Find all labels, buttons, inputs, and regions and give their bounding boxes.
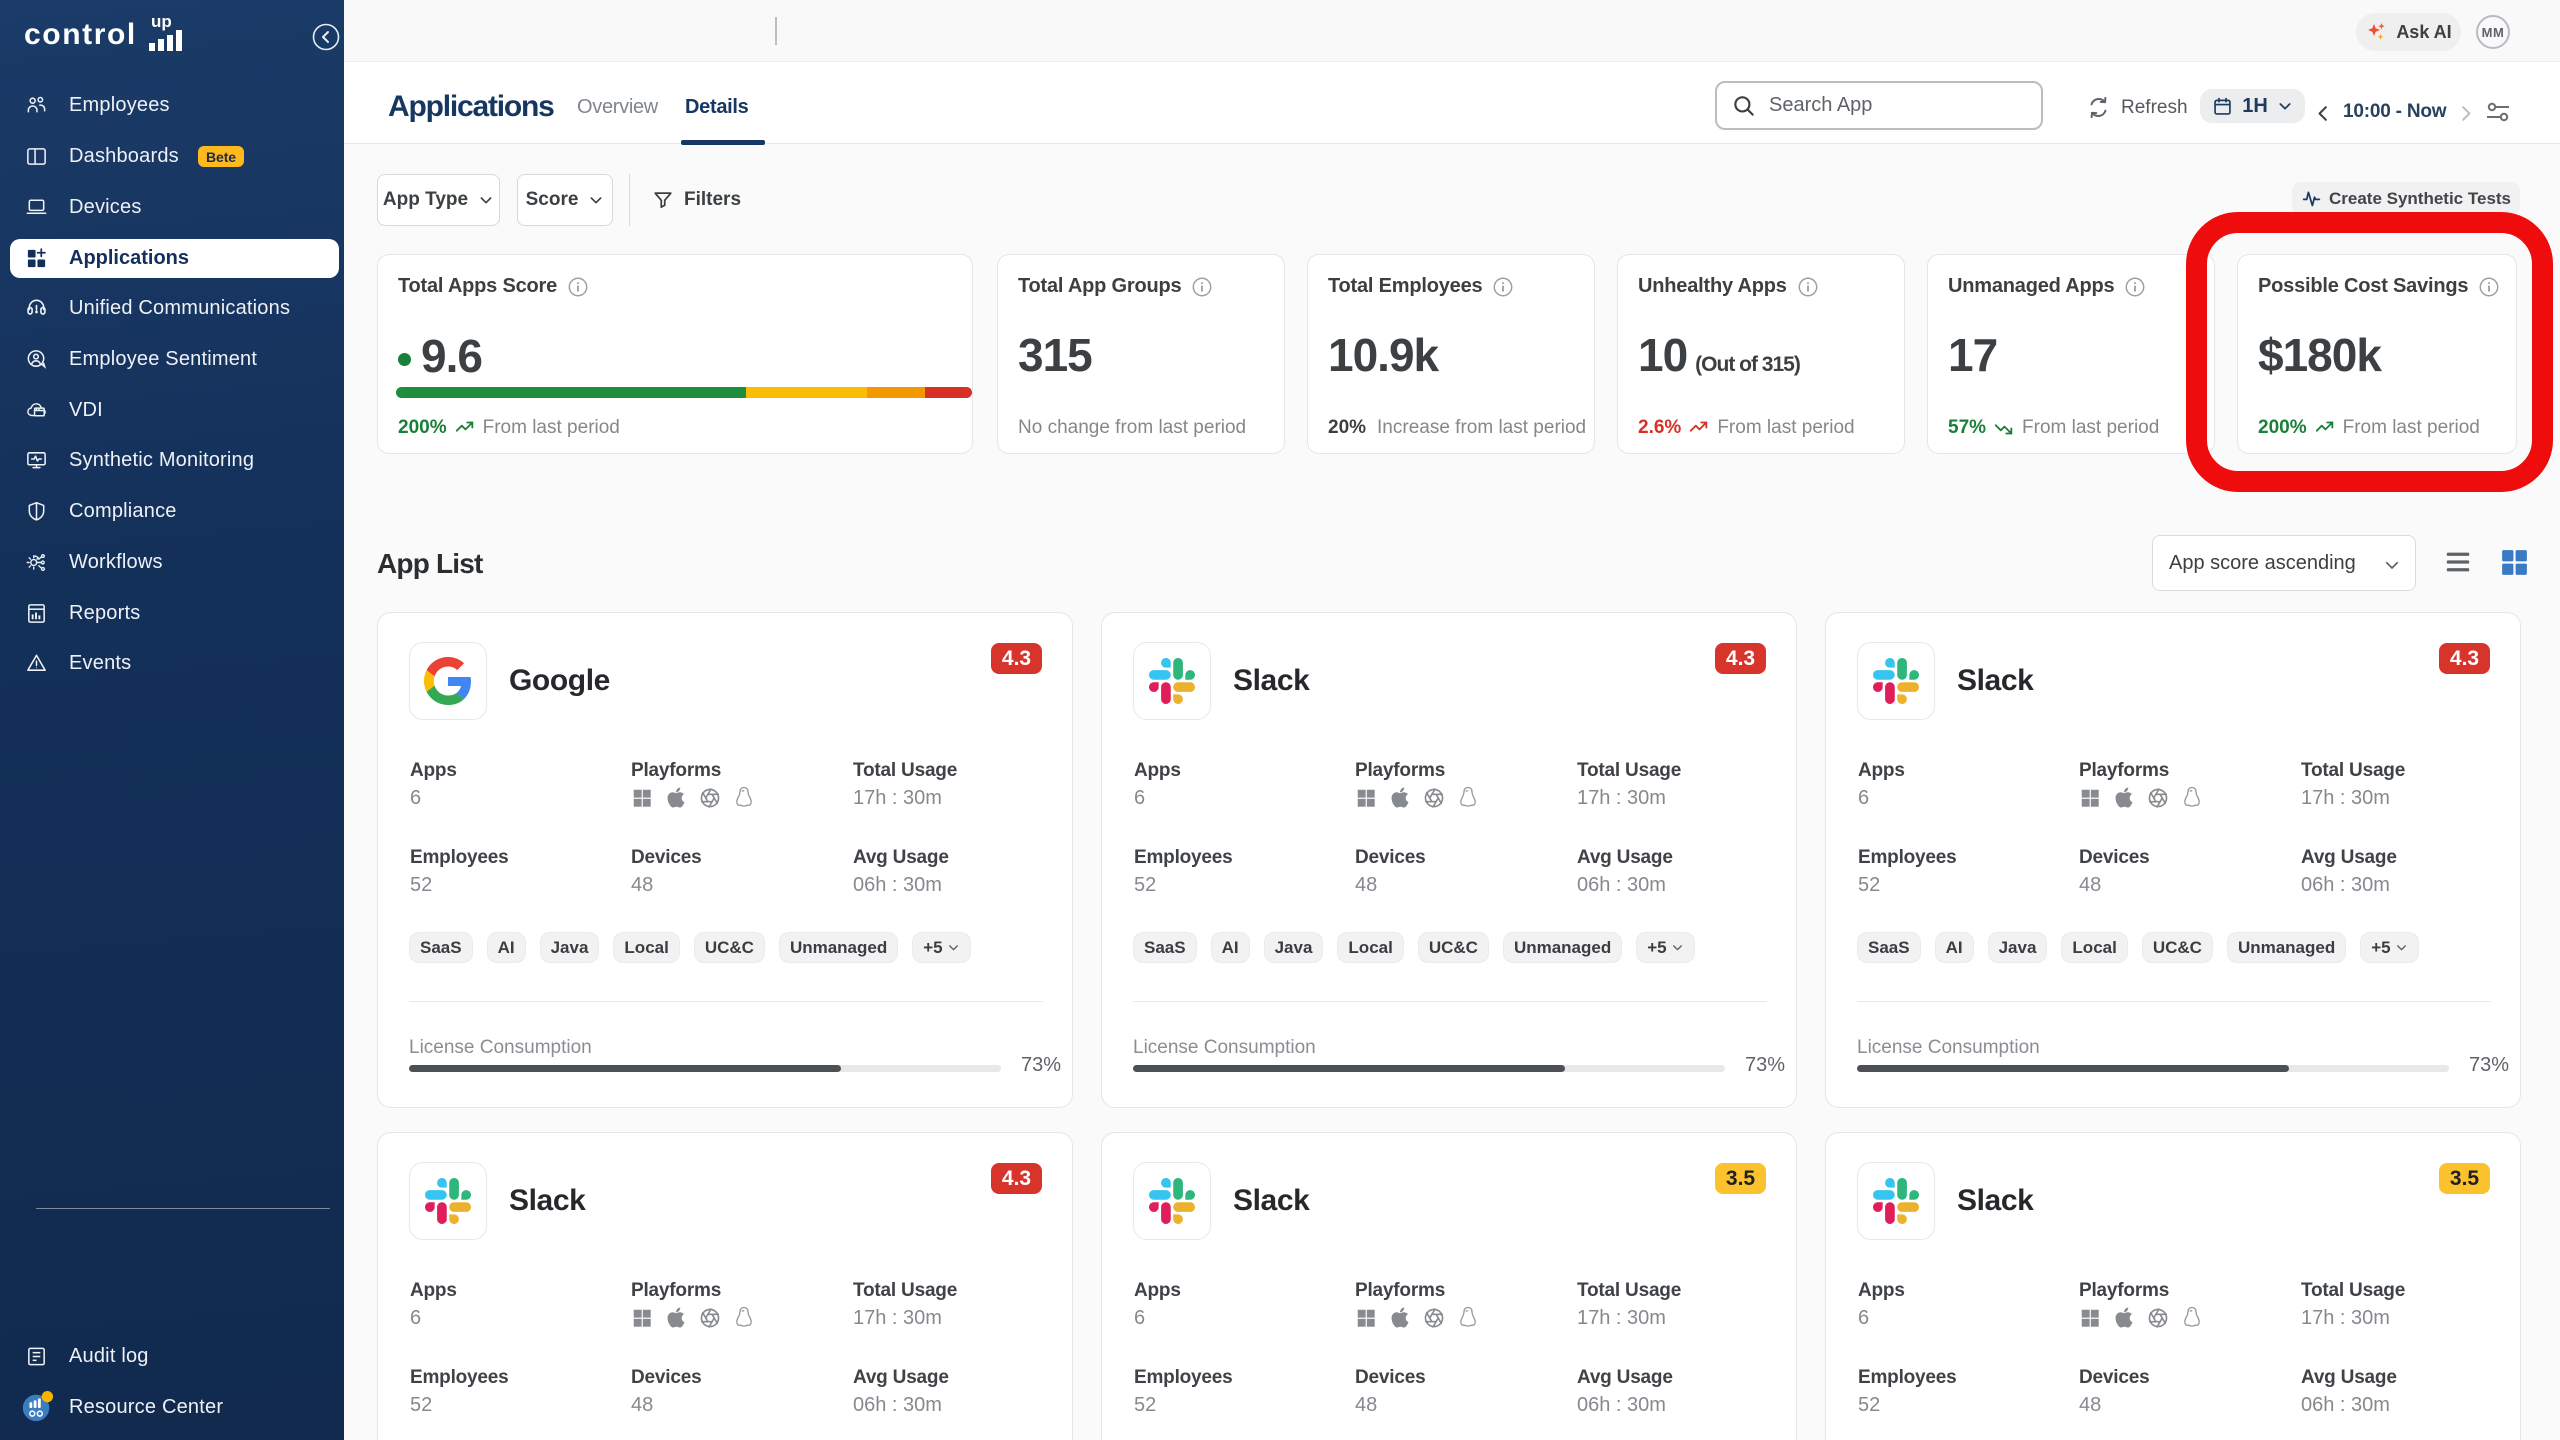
svg-text:up: up: [151, 13, 172, 31]
